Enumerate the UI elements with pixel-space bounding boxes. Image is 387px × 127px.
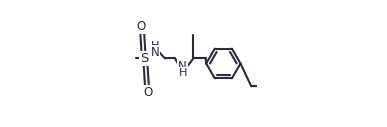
Text: N: N — [151, 46, 159, 59]
Text: N: N — [178, 60, 187, 73]
Text: O: O — [144, 86, 153, 99]
Text: O: O — [136, 20, 146, 33]
Text: S: S — [140, 52, 149, 65]
Text: H: H — [151, 41, 159, 51]
Text: H: H — [178, 68, 187, 78]
